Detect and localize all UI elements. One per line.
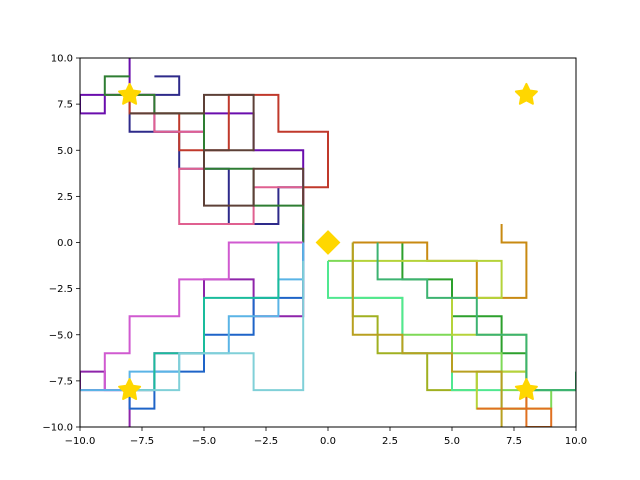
x-tick-label: 10.0 bbox=[565, 436, 587, 447]
y-tick-label: −2.5 bbox=[49, 284, 73, 295]
y-tick-label: −5.0 bbox=[49, 330, 73, 341]
x-tick-label: −7.5 bbox=[130, 436, 154, 447]
y-tick-label: 7.5 bbox=[57, 100, 73, 111]
y-tick-label: 10.0 bbox=[51, 54, 73, 65]
y-tick-label: 5.0 bbox=[57, 146, 73, 157]
series-line-goldenrod-walk bbox=[351, 242, 503, 427]
y-tick-label: 2.5 bbox=[57, 192, 73, 203]
y-axis: −10.0 −7.5 −5.0 −2.5 0.0 2.5 5.0 7.5 10.0 bbox=[42, 54, 80, 434]
x-tick-label: 0.0 bbox=[320, 436, 336, 447]
marker-goal-star-bottom-right bbox=[514, 378, 538, 400]
x-tick-label: −5.0 bbox=[192, 436, 216, 447]
y-tick-label: 0.0 bbox=[57, 238, 73, 249]
series-line-orchid-walk bbox=[103, 241, 304, 392]
y-tick-label: −10.0 bbox=[42, 423, 73, 434]
marker-goal-star-top-right bbox=[514, 82, 538, 105]
series-line-seagreen-walk bbox=[376, 242, 576, 392]
marker-origin-diamond bbox=[315, 230, 341, 255]
x-tick-label: 7.5 bbox=[506, 436, 522, 447]
series-line-pink-walk bbox=[104, 93, 305, 225]
x-axis: −10.0 −7.5 −5.0 −2.5 0.0 2.5 5.0 7.5 10.0 bbox=[65, 427, 587, 447]
series-line-lightcyan-walk bbox=[129, 260, 305, 392]
y-tick-label: −7.5 bbox=[49, 376, 73, 387]
x-tick-label: −10.0 bbox=[65, 436, 96, 447]
series-layer bbox=[80, 58, 576, 427]
marker-layer bbox=[118, 82, 538, 400]
marker-goal-star-bottom-left bbox=[118, 378, 142, 400]
x-tick-label: 5.0 bbox=[444, 436, 460, 447]
series-line-darkorange-walk bbox=[476, 390, 553, 427]
series-line-brown-walk bbox=[129, 93, 305, 207]
x-tick-label: 2.5 bbox=[382, 436, 398, 447]
marker-goal-star-top-left bbox=[118, 82, 142, 105]
x-tick-label: −2.5 bbox=[254, 436, 278, 447]
